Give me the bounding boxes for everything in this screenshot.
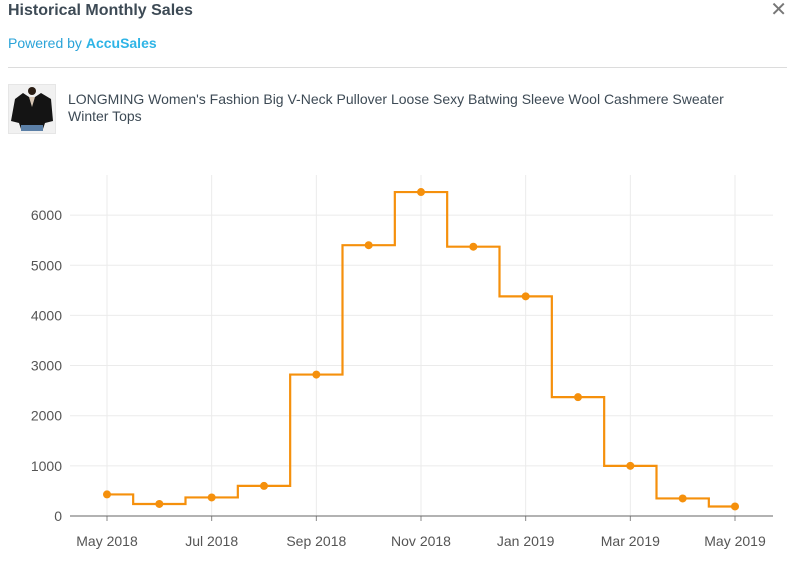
y-tick-label: 6000 <box>31 207 62 223</box>
data-point <box>103 490 111 499</box>
x-tick-label: Jul 2018 <box>185 533 238 549</box>
data-point <box>312 370 321 379</box>
y-tick-label: 1000 <box>31 458 62 474</box>
sweater-thumbnail-image <box>9 85 55 133</box>
y-tick-label: 4000 <box>31 307 62 323</box>
data-point <box>731 502 739 511</box>
product-title[interactable]: LONGMING Women's Fashion Big V-Neck Pull… <box>68 91 724 124</box>
data-point <box>155 499 164 508</box>
close-icon[interactable]: ✕ <box>770 0 787 21</box>
brand-link[interactable]: AccuSales <box>85 35 157 51</box>
data-point <box>626 461 635 470</box>
product-row: LONGMING Women's Fashion Big V-Neck Pull… <box>8 84 793 134</box>
data-point <box>469 242 478 251</box>
x-tick-label: Jan 2019 <box>497 533 555 549</box>
data-point <box>207 493 216 502</box>
x-tick-label: Mar 2019 <box>601 533 660 549</box>
y-tick-label: 2000 <box>31 408 62 424</box>
data-point <box>678 494 687 503</box>
data-point <box>260 481 268 490</box>
data-point <box>417 188 425 197</box>
chart-title: Historical Monthly Sales <box>8 2 193 19</box>
x-tick-label: May 2018 <box>76 533 138 549</box>
divider <box>8 67 787 68</box>
y-tick-label: 3000 <box>31 358 62 374</box>
data-point <box>364 241 373 250</box>
x-tick-label: Sep 2018 <box>286 533 346 549</box>
x-tick-label: May 2019 <box>704 533 766 549</box>
x-tick-label: Nov 2018 <box>391 533 451 549</box>
sweater-thumbnail <box>8 84 56 134</box>
y-tick-label: 5000 <box>31 257 62 273</box>
y-tick-label: 0 <box>54 508 62 524</box>
data-point <box>574 393 582 402</box>
powered-by: Powered by AccuSales <box>8 35 157 51</box>
data-point <box>521 292 530 301</box>
powered-prefix: Powered by <box>8 35 82 51</box>
